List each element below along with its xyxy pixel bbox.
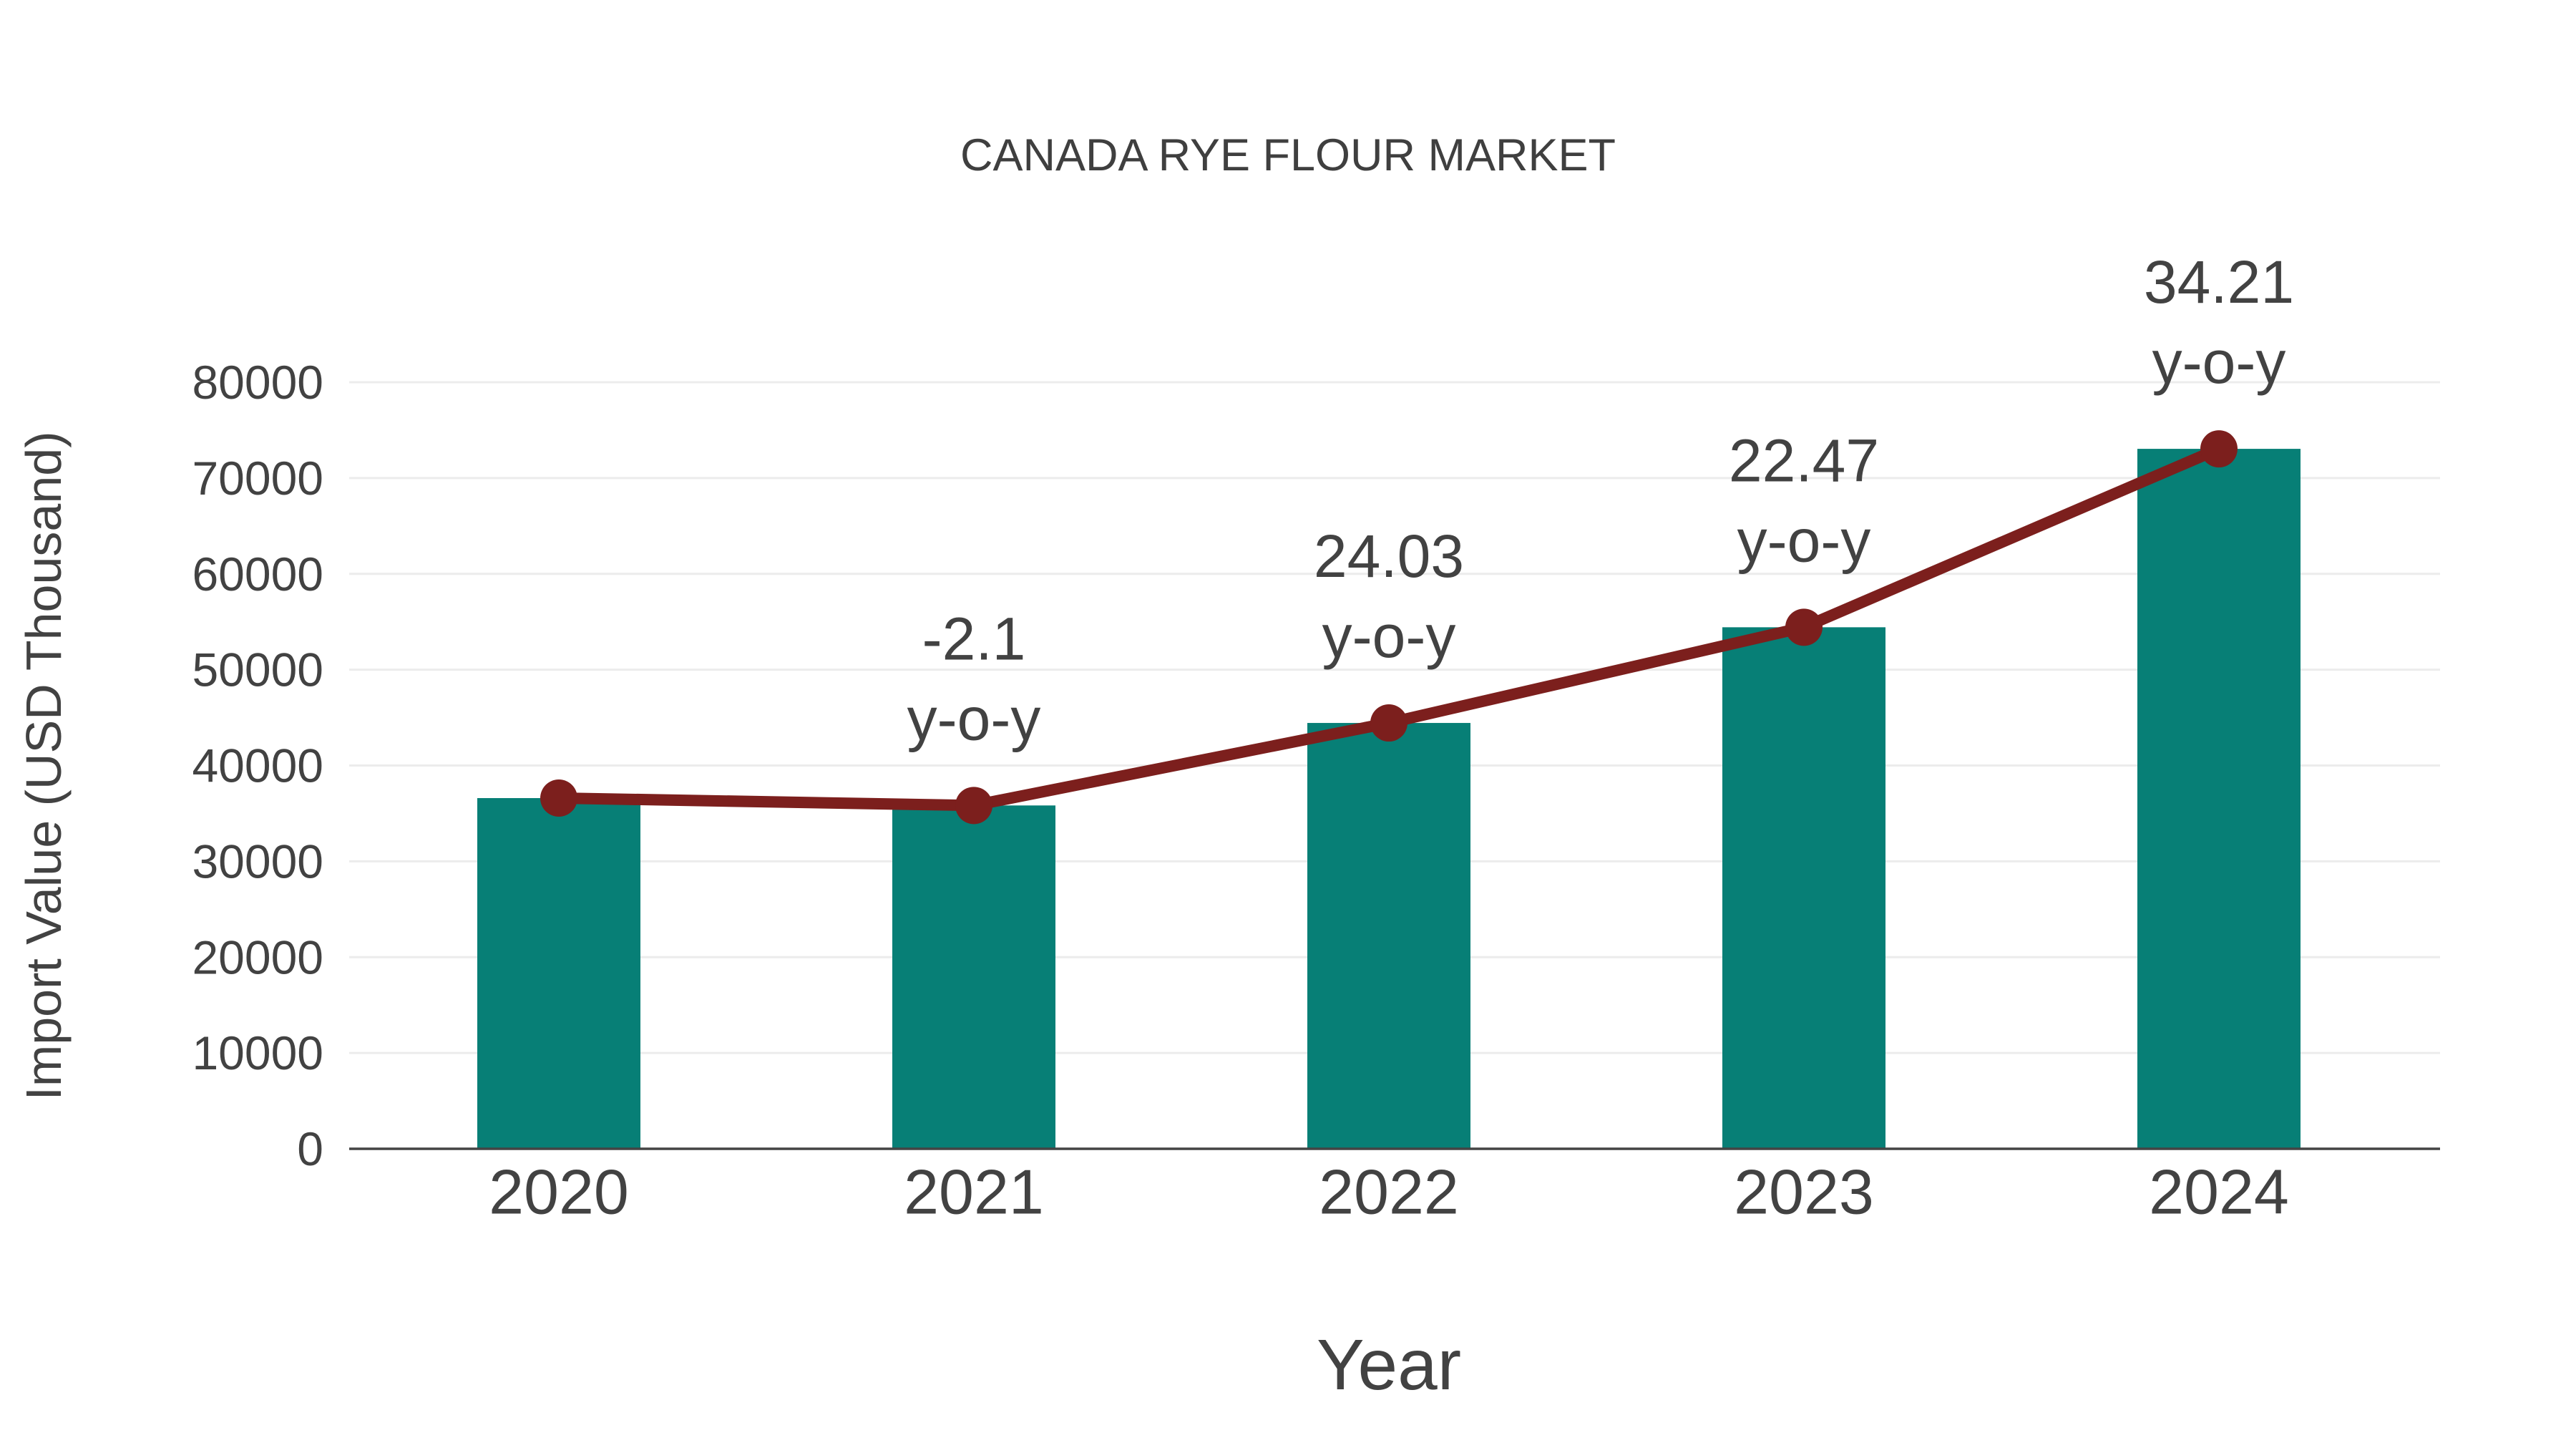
x-tick-label-2023: 2023	[1734, 1157, 1874, 1228]
annotation-yoy-2023: y-o-y	[1737, 507, 1871, 574]
y-tick-label-0: 0	[297, 1122, 323, 1175]
bar-2022	[1307, 723, 1470, 1149]
x-tick-label-2024: 2024	[2149, 1157, 2289, 1228]
line-series	[540, 430, 2238, 825]
chart-title: CANADA RYE FLOUR MARKET	[960, 130, 1616, 180]
annotation-yoy-2024: y-o-y	[2152, 329, 2286, 396]
y-axis-title: Import Value (USD Thousand)	[16, 431, 72, 1100]
bar-2024	[2137, 449, 2301, 1149]
y-tick-label-20000: 20000	[192, 930, 323, 983]
y-tick-label-70000: 70000	[192, 452, 323, 505]
bar-2020	[477, 798, 640, 1149]
annotation-yoy-2022: y-o-y	[1322, 603, 1456, 670]
y-tick-label-30000: 30000	[192, 835, 323, 888]
bar-series	[477, 449, 2301, 1149]
yoy-marker-2021	[955, 787, 992, 825]
y-tick-label-80000: 80000	[192, 356, 323, 409]
annotation-value-2021: -2.1	[922, 605, 1026, 672]
y-tick-label-50000: 50000	[192, 643, 323, 696]
annotation-value-2024: 34.21	[2144, 248, 2294, 316]
yoy-marker-2022	[1370, 704, 1407, 742]
x-tick-label-2021: 2021	[904, 1157, 1044, 1228]
bar-2023	[1722, 627, 1885, 1149]
bar-2021	[892, 805, 1055, 1149]
yoy-marker-2024	[2200, 430, 2238, 468]
point-annotations: -2.1 y-o-y 24.03 y-o-y 22.47 y-o-y 34.21 y-o-y	[907, 248, 2294, 752]
y-tick-labels: 0 10000 20000 30000 40000 50000 60000 70000 8000…	[192, 356, 323, 1175]
x-axis-title: Year	[1317, 1325, 1461, 1405]
yoy-marker-2020	[540, 779, 577, 817]
y-tick-label-60000: 60000	[192, 548, 323, 601]
annotation-value-2023: 22.47	[1729, 427, 1879, 494]
y-tick-label-40000: 40000	[192, 739, 323, 792]
y-tick-label-10000: 10000	[192, 1026, 323, 1079]
x-tick-label-2022: 2022	[1319, 1157, 1459, 1228]
x-tick-labels: 2020 2021 2022 2023 2024	[489, 1157, 2289, 1228]
x-tick-label-2020: 2020	[489, 1157, 629, 1228]
annotation-yoy-2021: y-o-y	[907, 685, 1041, 752]
yoy-marker-2023	[1785, 608, 1823, 646]
annotation-value-2022: 24.03	[1314, 523, 1464, 590]
